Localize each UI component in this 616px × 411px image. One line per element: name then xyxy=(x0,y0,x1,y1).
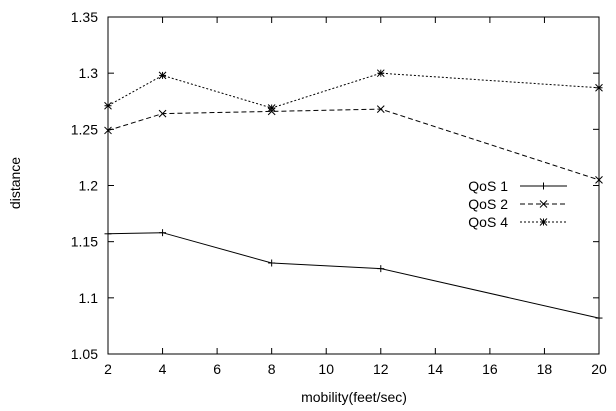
x-tick-label: 18 xyxy=(537,361,553,377)
data-point-qos-4 xyxy=(595,83,603,92)
data-point-qos-2 xyxy=(158,109,167,118)
x-tick-label: 12 xyxy=(373,361,389,377)
data-point-qos-4 xyxy=(267,104,276,112)
data-point-qos-1 xyxy=(595,314,603,322)
y-tick-label: 1.35 xyxy=(71,9,98,25)
legend-marker-qos-1 xyxy=(540,182,547,190)
data-point-qos-4 xyxy=(158,71,167,80)
legend-marker-qos-2 xyxy=(539,200,548,208)
data-point-qos-1 xyxy=(377,265,385,273)
x-tick-label: 20 xyxy=(591,361,607,377)
data-point-qos-2 xyxy=(104,126,112,135)
y-tick-label: 1.1 xyxy=(79,290,99,306)
x-tick-label: 4 xyxy=(159,361,167,377)
y-tick-label: 1.05 xyxy=(71,346,98,362)
data-series xyxy=(104,69,603,322)
x-tick-label: 16 xyxy=(482,361,498,377)
data-point-qos-4 xyxy=(104,101,112,110)
legend-label-qos-4: QoS 4 xyxy=(468,214,508,230)
y-axis-label: distance xyxy=(7,157,23,209)
data-point-qos-2 xyxy=(595,176,603,184)
x-tick-label: 6 xyxy=(213,361,221,377)
data-point-qos-1 xyxy=(104,230,112,238)
y-tick-label: 1.25 xyxy=(71,121,98,137)
x-tick-label: 10 xyxy=(318,361,334,377)
legend: QoS 1 QoS 2 QoS 4 xyxy=(468,178,567,230)
legend-marker-qos-4 xyxy=(539,218,548,226)
legend-label-qos-1: QoS 1 xyxy=(468,178,508,194)
y-tick-label: 1.15 xyxy=(71,234,98,250)
axis-ticks: 2 4 6 8 10 12 14 16 18 20 1.05 1.1 1.15 1.2 1.25 1.3 1.3… xyxy=(71,9,607,377)
legend-label-qos-2: QoS 2 xyxy=(468,196,508,212)
y-tick-label: 1.3 xyxy=(79,65,99,81)
x-tick-label: 8 xyxy=(268,361,276,377)
series-line-qos-1 xyxy=(107,232,600,319)
data-point-qos-1 xyxy=(268,259,276,267)
series-line-qos-4 xyxy=(107,72,600,109)
series-line-qos-2 xyxy=(107,108,600,181)
x-tick-label: 2 xyxy=(104,361,112,377)
data-point-qos-1 xyxy=(159,229,167,237)
x-tick-label: 14 xyxy=(428,361,444,377)
x-axis-label: mobility(feet/sec) xyxy=(301,389,407,405)
y-tick-label: 1.2 xyxy=(79,178,99,194)
data-point-qos-4 xyxy=(376,69,385,78)
data-point-qos-2 xyxy=(376,105,385,113)
